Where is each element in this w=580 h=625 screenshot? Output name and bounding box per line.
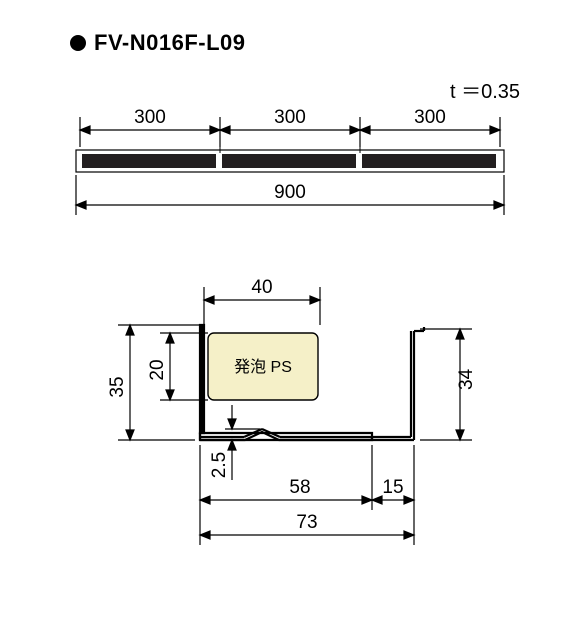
dim-foam-h: 20 xyxy=(147,359,168,380)
dim-73: 73 xyxy=(296,512,317,533)
dim-right-h: 34 xyxy=(456,368,477,390)
dim-left-h: 35 xyxy=(107,376,128,397)
dim-seg2: 300 xyxy=(274,107,306,128)
title-row: FV-N016F-L09 xyxy=(70,30,246,56)
top-view-drawing: 300 300 300 900 xyxy=(0,95,580,255)
dim-seg3: 300 xyxy=(414,107,446,128)
product-title: FV-N016F-L09 xyxy=(94,30,246,56)
dim-seg1: 300 xyxy=(134,107,166,128)
section-view-drawing: 40 35 20 34 xyxy=(0,265,580,625)
dim-58: 58 xyxy=(289,477,310,498)
dim-total-width: 900 xyxy=(274,182,306,203)
dim-notch: 2.5 xyxy=(209,452,230,478)
bullet-icon xyxy=(70,35,86,51)
dim-foam-w: 40 xyxy=(251,277,272,298)
dim-15: 15 xyxy=(382,477,403,498)
foam-label: 発泡 PS xyxy=(234,358,292,376)
